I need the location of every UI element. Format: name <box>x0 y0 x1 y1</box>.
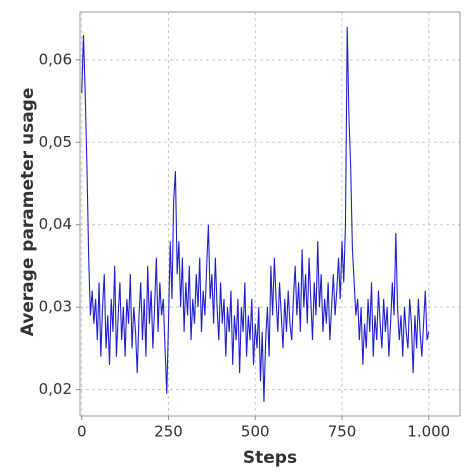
y-tick-label: 0,02 <box>39 380 72 398</box>
x-tick-label: 0 <box>77 423 87 441</box>
y-axis-title: Average parameter usage <box>18 88 38 337</box>
y-tick-label: 0,06 <box>39 50 72 68</box>
x-tick-label: 750 <box>328 423 357 441</box>
x-tick-label: 250 <box>154 423 183 441</box>
x-tick-label: 1.000 <box>407 423 450 441</box>
plot-frame <box>79 11 461 417</box>
x-axis-title: Steps <box>243 448 297 468</box>
data-line <box>81 26 430 402</box>
y-tick-label: 0,04 <box>39 215 72 233</box>
y-tick-label: 0,03 <box>39 298 72 316</box>
y-tick-label: 0,05 <box>39 133 72 151</box>
x-tick-label: 500 <box>241 423 270 441</box>
